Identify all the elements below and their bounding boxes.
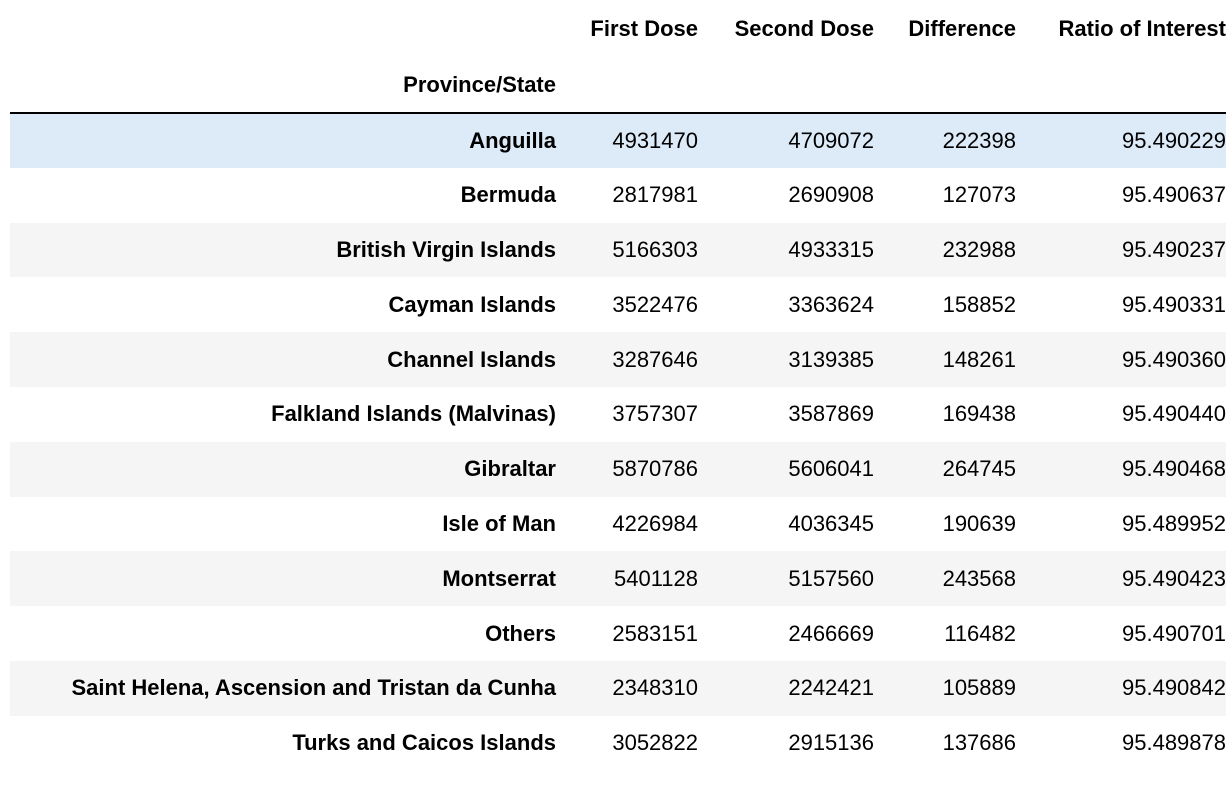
cell-difference: 222398 [942,127,1016,153]
cell-first-dose: 5166303 [612,236,698,262]
cell-ratio-of-interest: 95.490440 [1122,401,1226,427]
column-header-difference: Difference [908,16,1016,41]
table-row: Montserrat 5401128 5157560 243568 95.490423 [10,551,1226,607]
cell-difference: 264745 [942,456,1016,482]
table-row: Channel Islands 3287646 3139385 148261 95.49… [10,332,1226,387]
row-label: Bermuda [460,182,556,208]
cell-first-dose: 3757307 [612,401,698,427]
index-header-blank [874,58,1016,114]
cell-difference: 190639 [942,510,1016,536]
index-header-row: Province/State [10,58,1226,114]
index-header-blank [556,58,698,114]
cell-ratio-of-interest: 95.490842 [1122,675,1226,701]
index-corner-cell [10,0,556,58]
row-label: Isle of Man [442,510,556,536]
table-row: Anguilla 4931470 4709072 222398 95.490229 [10,113,1226,168]
column-header-first-dose: First Dose [590,16,698,41]
cell-second-dose: 3363624 [788,291,874,317]
table-row: Cayman Islands 3522476 3363624 158852 95.490… [10,277,1226,333]
cell-difference: 232988 [942,236,1016,262]
cell-ratio-of-interest: 95.490360 [1122,346,1226,372]
row-label: Others [485,620,556,646]
table-body: Anguilla 4931470 4709072 222398 95.490229 Ber… [10,113,1226,771]
table-row: Turks and Caicos Islands 3052822 2915136 13… [10,715,1226,771]
cell-second-dose: 3139385 [788,346,874,372]
table-row: Falkland Islands (Malvinas) 3757307 358786… [10,386,1226,442]
row-label: Falkland Islands (Malvinas) [271,401,556,427]
cell-difference: 105889 [942,675,1016,701]
table-row: Others 2583151 2466669 116482 95.490701 [10,606,1226,661]
row-label: British Virgin Islands [336,236,556,262]
row-label: Montserrat [442,565,556,591]
cell-ratio-of-interest: 95.490701 [1122,620,1226,646]
cell-second-dose: 5606041 [788,456,874,482]
cell-ratio-of-interest: 95.489878 [1122,730,1226,756]
row-label: Channel Islands [387,346,556,372]
cell-difference: 169438 [942,401,1016,427]
row-label: Turks and Caicos Islands [292,730,556,756]
row-label: Gibraltar [464,456,556,482]
column-header-row: First Dose Second Dose Difference Ratio … [10,0,1226,58]
cell-first-dose: 4226984 [612,510,698,536]
index-name-header: Province/State [10,58,556,114]
cell-ratio-of-interest: 95.490229 [1122,127,1226,153]
cell-difference: 148261 [942,346,1016,372]
cell-second-dose: 3587869 [788,401,874,427]
table-row: Saint Helena, Ascension and Tristan da C… [10,660,1226,716]
cell-second-dose: 2690908 [788,182,874,208]
cell-second-dose: 2915136 [788,730,874,756]
cell-first-dose: 3052822 [612,730,698,756]
cell-first-dose: 3287646 [612,346,698,372]
cell-first-dose: 5401128 [613,565,698,591]
dataframe-output: First Dose Second Dose Difference Ratio … [10,0,1226,771]
cell-ratio-of-interest: 95.490237 [1122,236,1226,262]
table-row: British Virgin Islands 5166303 4933315 2329… [10,222,1226,278]
cell-difference: 158852 [942,291,1016,317]
cell-first-dose: 2583151 [612,620,698,646]
cell-second-dose: 4036345 [788,510,874,536]
cell-first-dose: 5870786 [612,456,698,482]
dataframe-table: First Dose Second Dose Difference Ratio … [10,0,1226,771]
row-label: Saint Helena, Ascension and Tristan da C… [71,675,556,701]
cell-difference: 116482 [944,620,1016,646]
table-header: First Dose Second Dose Difference Ratio … [10,0,1226,114]
cell-second-dose: 2466669 [788,620,874,646]
table-row: Gibraltar 5870786 5606041 264745 95.490468 [10,441,1226,497]
cell-difference: 137686 [942,730,1016,756]
cell-ratio-of-interest: 95.490468 [1122,456,1226,482]
cell-ratio-of-interest: 95.490423 [1122,565,1226,591]
cell-difference: 127073 [942,182,1016,208]
row-label: Anguilla [469,127,556,153]
cell-ratio-of-interest: 95.490331 [1122,291,1226,317]
column-header-second-dose: Second Dose [734,16,874,41]
column-header-ratio-of-interest: Ratio of Interest [1058,16,1226,41]
table-row: Isle of Man 4226984 4036345 190639 95.489952 [10,496,1226,552]
cell-second-dose: 4709072 [788,127,874,153]
cell-second-dose: 2242421 [788,675,874,701]
cell-first-dose: 3522476 [612,291,698,317]
index-header-blank [698,58,874,114]
cell-first-dose: 2817981 [612,182,698,208]
cell-second-dose: 5157560 [788,565,874,591]
cell-difference: 243568 [942,565,1016,591]
cell-ratio-of-interest: 95.489952 [1122,510,1226,536]
row-label: Cayman Islands [388,291,556,317]
index-header-blank [1016,58,1226,114]
table-row: Bermuda 2817981 2690908 127073 95.490637 [10,167,1226,223]
cell-ratio-of-interest: 95.490637 [1122,182,1226,208]
cell-second-dose: 4933315 [788,236,874,262]
cell-first-dose: 4931470 [612,127,698,153]
cell-first-dose: 2348310 [612,675,698,701]
